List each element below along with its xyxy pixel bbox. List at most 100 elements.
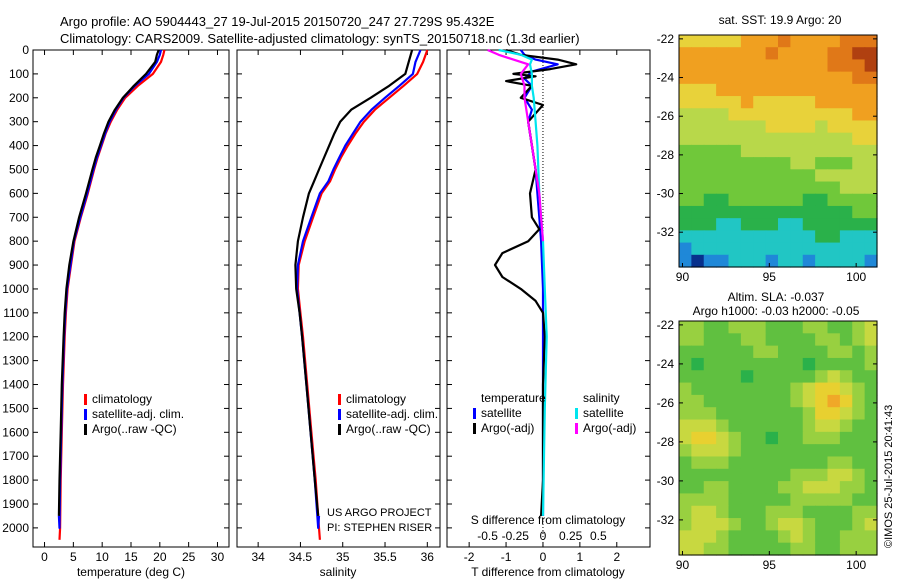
heatmap-cell [716,157,730,170]
heatmap-cell [778,59,791,73]
heatmap-cell [827,181,841,195]
heatmap-cell [703,132,717,146]
heatmap-cell [679,35,692,48]
heatmap-cell [740,345,754,359]
x-tick-label: -1 [501,550,512,564]
heatmap-cell [778,218,791,231]
heatmap-cell [728,505,742,519]
heatmap-cell [691,481,705,495]
lon-tick-label: 100 [846,558,866,572]
lat-tick-label: -32 [657,513,675,527]
legend-label: climatology [92,392,152,406]
heatmap-cell [839,407,853,421]
legend-swatch [473,423,476,434]
series-line-argo-raw-qc [294,49,414,517]
heatmap-cell [679,345,692,359]
legend-label: satellite [481,406,522,420]
depth-tick-label: 700 [9,210,29,224]
heatmap-cell [864,254,878,268]
heatmap-cell [691,96,705,109]
heatmap-cell [716,481,730,495]
heatmap-cell [815,120,829,134]
heatmap-cell [827,132,841,146]
legend-label: Argo(..raw -QC) [346,422,431,436]
heatmap-cell [679,357,692,371]
lat-tick-label: -30 [657,474,675,488]
heatmap-cell [716,370,730,384]
heatmap-cell [679,254,692,268]
heatmap-cell [790,370,804,384]
heatmap-cell [703,357,717,371]
heatmap-cell [852,518,866,531]
salinity-depth-ticks [237,49,440,529]
heatmap-cell [778,96,791,109]
heatmap-cell [703,181,717,195]
heatmap-cell [753,83,767,97]
heatmap-cell [728,71,742,85]
heatmap-cell [839,481,853,495]
heatmap-cell [691,35,705,48]
heatmap-cell [827,83,841,97]
heatmap-cell [740,254,754,268]
heatmap-cell [864,382,878,396]
heatmap-cell [679,382,692,396]
heatmap-cell [802,493,816,507]
heatmap-cell [839,333,853,347]
heatmap-cell [716,230,730,244]
heatmap-cell [839,431,853,445]
heatmap-cell [691,193,705,207]
x-tick-label: 15 [124,550,138,564]
heatmap-cell [790,35,804,48]
heatmap-cell [852,59,866,73]
heatmap-cell [852,431,866,445]
heatmap-cell [753,542,767,556]
depth-tick-label: 1800 [2,473,29,487]
heatmap-cell [740,230,754,244]
heatmap-cell [802,394,816,408]
x-tick-label: 25 [182,550,196,564]
heatmap-cell [815,35,829,48]
heatmap-cell [802,108,816,122]
heatmap-cell [703,345,717,359]
heatmap-cell [765,132,779,146]
heatmap-cell [753,181,767,195]
salinity-difference-label: S difference from climatology [471,513,626,527]
heatmap-cell [827,193,841,207]
heatmap-cell [864,357,878,371]
heatmap-cell [716,96,730,109]
heatmap-cell [827,481,841,495]
heatmap-cell [679,542,692,556]
heatmap-cell [679,493,692,507]
heatmap-cell [703,530,717,544]
heatmap-cell [815,394,829,408]
heatmap-cell [679,181,692,195]
heatmap-cell [753,394,767,408]
heatmap-cell [716,444,730,458]
heatmap-cell [740,468,754,482]
heatmap-cell [728,456,742,470]
temperature-series [57,49,166,540]
heatmap-cell [703,193,717,207]
heatmap-cell [679,518,692,531]
heatmap-cell [765,83,779,97]
heatmap-cell [753,132,767,146]
lat-tick-label: -24 [657,71,675,85]
legend-label: Argo(..raw -QC) [92,422,177,436]
legend-swatch [338,424,341,435]
heatmap-cell [778,83,791,97]
heatmap-cell [703,169,717,183]
heatmap-cell [703,120,717,134]
heatmap-cell [839,35,853,48]
header-line2: Climatology: CARS2009. Satellite-adjuste… [60,31,580,46]
heatmap-cell [864,394,878,408]
heatmap-cell [790,96,804,109]
heatmap-cell [716,493,730,507]
heatmap-cell [716,468,730,482]
heatmap-cell [778,493,791,507]
heatmap-cell [679,333,692,347]
heatmap-cell [790,193,804,207]
heatmap-cell [790,505,804,519]
heatmap-cell [852,394,866,408]
legend-temperature-title: temperature [481,391,546,405]
heatmap-cell [753,96,767,109]
